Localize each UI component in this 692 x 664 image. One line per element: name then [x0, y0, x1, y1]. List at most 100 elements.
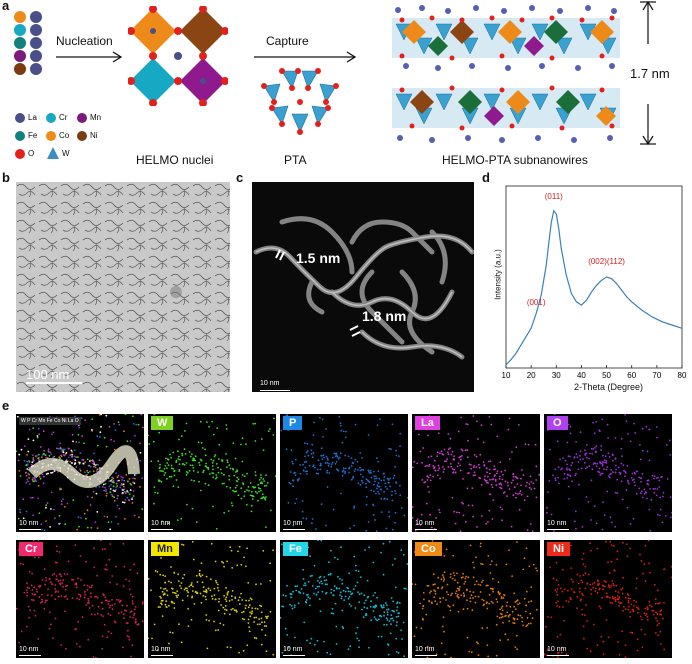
x-tick-label: 10 — [502, 371, 511, 380]
eds-scale-label: 10 nm — [415, 646, 435, 653]
eds-element-label: La — [415, 416, 440, 430]
legend-label-la: La — [28, 113, 37, 122]
xrd-xlabel: 2-Theta (Degree) — [574, 382, 644, 392]
peak-annotation: (002)(112) — [588, 257, 625, 266]
eds-dot-field — [544, 540, 672, 658]
eds-scale-label: 10 nm — [547, 646, 567, 653]
overlay-legend: W P Cr Mn Fe Co Ni La O — [19, 417, 81, 425]
x-tick-label: 70 — [652, 371, 661, 380]
nucleation-label: Nucleation — [56, 34, 113, 48]
eds-scale-label: 10 nm — [19, 646, 39, 653]
x-tick-label: 30 — [552, 371, 561, 380]
x-tick-label: 20 — [527, 371, 536, 380]
panel-label-d: d — [482, 170, 490, 185]
eds-scale-bar — [547, 655, 569, 656]
legend-label-mn: Mn — [90, 113, 102, 122]
pta-cluster-illustration — [261, 68, 339, 135]
eds-scale-bar — [19, 655, 41, 656]
caption-helmo-nuclei: HELMO nuclei — [136, 153, 214, 167]
eds-dot-field — [280, 540, 408, 658]
eds-map-la: La 10 nm — [412, 414, 540, 532]
eds-dot-field — [546, 414, 672, 532]
eds-scale-bar — [415, 529, 437, 530]
eds-map-fe: Fe 10 nm — [280, 540, 408, 658]
xrd-chart: 10 20 30 40 50 60 70 80 (001) (011) (002)(112) 2-T… — [486, 182, 688, 396]
eds-element-label: Co — [415, 542, 442, 556]
eds-dot-field — [412, 415, 540, 532]
eds-scale-label: 10 nm — [19, 520, 39, 527]
eds-dot-field — [16, 540, 144, 658]
eds-scale-bar — [151, 529, 173, 530]
panel-label-e: e — [2, 398, 10, 413]
peak-annotation: (011) — [545, 192, 563, 201]
eds-dot-field — [148, 414, 276, 530]
eds-map-ni: Ni 10 nm — [544, 540, 672, 658]
height-marker — [640, 0, 656, 146]
scale-label-b: 100 nm — [26, 367, 70, 382]
panel-a: La Cr Mn Fe Co Ni O W Nucleation HELMO n… — [0, 0, 692, 170]
legend-label-ni: Ni — [90, 131, 98, 140]
xrd-ylabel: Intensity (a.u.) — [493, 249, 503, 300]
capture-label: Capture — [266, 34, 309, 48]
eds-map-co: Co 10 nm — [412, 540, 540, 658]
eds-element-label: Fe — [283, 542, 308, 556]
xrd-chart-svg: 10 20 30 40 50 60 70 80 (001) (011) (002)(112) — [502, 185, 687, 380]
eds-scale-bar — [283, 529, 305, 530]
haadf-network — [252, 182, 474, 392]
eds-scale-label: 10 nm — [547, 520, 567, 527]
eds-element-label: Mn — [151, 542, 179, 556]
tem-texture — [16, 182, 230, 392]
legend-label-w: W — [62, 149, 70, 158]
eds-element-label: W — [151, 416, 174, 430]
width-label-1: 1.5 nm — [296, 250, 341, 266]
eds-map-w: W 10 nm — [148, 414, 276, 532]
eds-scale-bar — [415, 655, 437, 656]
legend-label-co: Co — [59, 131, 70, 140]
capture-arrow — [254, 51, 357, 63]
helmo-nuclei-illustration — [128, 6, 228, 106]
scale-bar-b — [26, 382, 82, 384]
legend-label-cr: Cr — [59, 113, 68, 122]
scale-label-c: 10 nm — [260, 380, 280, 387]
eds-dot-field — [412, 540, 538, 658]
eds-map-cr: Cr 10 nm — [16, 540, 144, 658]
element-legend: La Cr Mn Fe Co Ni O W — [14, 112, 124, 166]
eds-map-p: P 10 nm — [280, 414, 408, 532]
eds-scale-bar — [283, 655, 305, 656]
plot-frame — [505, 185, 683, 369]
eds-map-mn: Mn 10 nm — [148, 540, 276, 658]
panel-label-c: c — [236, 170, 244, 185]
eds-map-grid: W P Cr Mn Fe Co Ni La O 10 nm W 10 nm P 10 nm… — [16, 414, 676, 662]
height-label: 1.7 nm — [630, 66, 670, 81]
caption-subnanowires: HELMO-PTA subnanowires — [442, 153, 588, 167]
eds-element-label: P — [283, 416, 303, 430]
eds-scale-bar — [547, 529, 569, 530]
peak-annotation: (001) — [527, 298, 546, 307]
eds-map-overlay: W P Cr Mn Fe Co Ni La O 10 nm — [16, 414, 144, 532]
eds-dot-field — [16, 414, 144, 532]
scale-bar-c — [260, 390, 290, 391]
eds-dot-field — [280, 414, 408, 532]
eds-dot-field — [148, 541, 275, 656]
x-tick-label: 40 — [577, 371, 586, 380]
eds-scale-label: 10 nm — [283, 646, 303, 653]
eds-scale-bar — [151, 655, 173, 656]
eds-scale-label: 10 nm — [283, 520, 303, 527]
width-label-2: 1.8 nm — [362, 308, 407, 324]
tem-image-b: 100 nm — [16, 182, 230, 392]
eds-element-label: Cr — [19, 542, 44, 556]
x-tick-label: 50 — [602, 371, 611, 380]
xrd-series-line — [505, 209, 683, 366]
atoms-cluster-illustration — [14, 11, 42, 75]
panel-label-a: a — [2, 0, 10, 13]
legend-label-o: O — [28, 149, 35, 158]
haadf-image-c: 1.5 nm 1.8 nm 10 nm — [252, 182, 474, 392]
legend-label-fe: Fe — [28, 131, 38, 140]
eds-scale-label: 10 nm — [151, 520, 171, 527]
eds-element-label: O — [547, 416, 568, 430]
panel-label-b: b — [2, 170, 10, 185]
subnanowires-illustration — [392, 5, 620, 143]
eds-scale-label: 10 nm — [151, 646, 171, 653]
eds-map-o: O 10 nm — [544, 414, 672, 532]
eds-scale-bar — [19, 529, 41, 530]
